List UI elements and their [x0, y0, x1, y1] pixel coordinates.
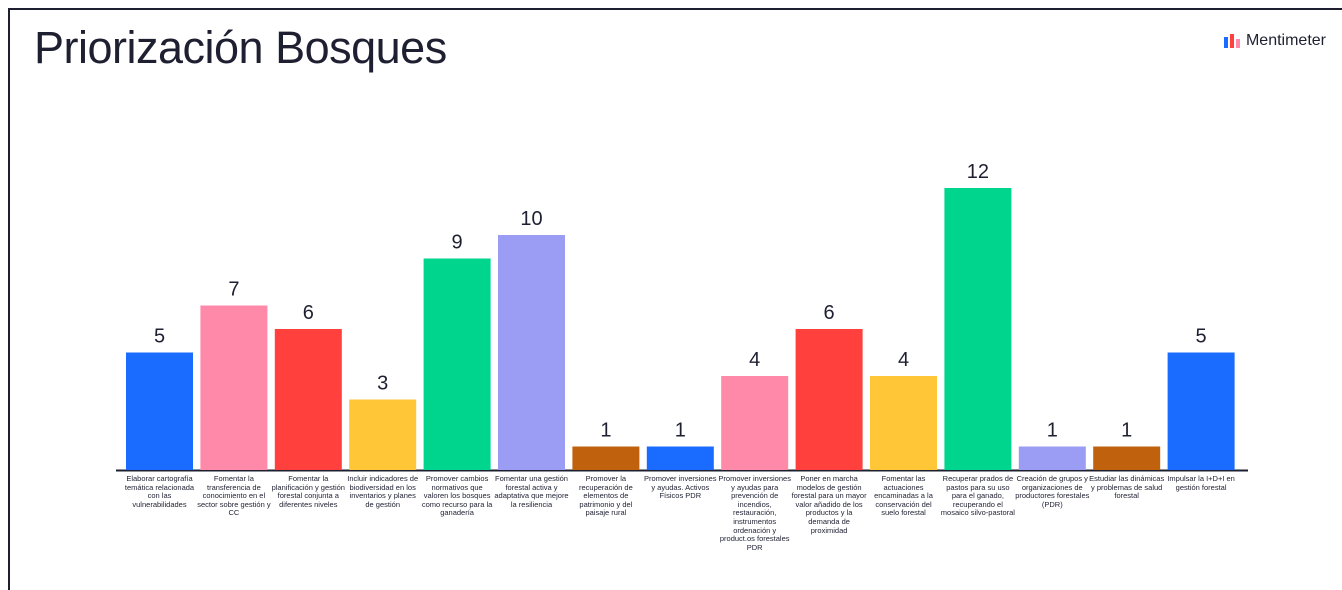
bar — [721, 376, 789, 470]
bar — [572, 446, 640, 470]
brand-name: Mentimeter — [1245, 32, 1326, 49]
data-label: 4 — [898, 349, 909, 371]
category-label: Promover cambios normativos que valoren … — [421, 474, 493, 518]
bar — [349, 399, 417, 470]
bar — [1018, 446, 1086, 470]
category-label: Estudiar las dinámicas y problemas de sa… — [1089, 474, 1165, 501]
bar — [1167, 352, 1235, 470]
data-label: 6 — [824, 302, 835, 324]
data-label: 7 — [228, 279, 239, 301]
bar — [944, 188, 1012, 470]
data-label: 1 — [675, 420, 686, 442]
category-label: Promover inversiones y ayudas para preve… — [718, 474, 791, 552]
bar — [795, 329, 863, 470]
page-title: Priorización Bosques — [34, 22, 447, 73]
bar — [870, 376, 937, 470]
data-label: 12 — [967, 161, 989, 183]
category-label: Impulsar la I+D+I en gestión forestal — [1167, 474, 1235, 492]
category-label: Poner en marcha modelos de gestión fores… — [791, 474, 867, 535]
data-label: 10 — [520, 208, 542, 230]
bar — [1093, 446, 1161, 470]
data-label: 9 — [452, 232, 463, 254]
data-label: 5 — [154, 326, 165, 348]
data-label: 3 — [377, 373, 388, 395]
category-label: Recuperar prados de pastos para su uso p… — [940, 474, 1015, 518]
data-label: 5 — [1196, 326, 1207, 348]
data-label: 1 — [1121, 420, 1132, 442]
bar — [126, 352, 193, 470]
brand: Mentimeter — [1223, 32, 1326, 50]
category-label: Fomentar la planificación y gestión fore… — [271, 474, 345, 509]
bar — [646, 446, 714, 470]
category-label: Promover la recuperación de elementos de… — [578, 474, 633, 518]
mentimeter-logo-icon — [1223, 34, 1240, 48]
category-label: Fomentar las actuaciones encaminadas a l… — [874, 474, 933, 518]
category-label: Fomentar la transferencia de conocimient… — [197, 474, 271, 518]
slide-frame — [8, 8, 1342, 590]
bar — [200, 305, 268, 470]
bar — [498, 235, 565, 470]
category-label: Incluir indicadores de biodiversidad en … — [347, 474, 419, 509]
bar — [423, 258, 491, 470]
category-label: Promover inversiones y ayudas. Activos F… — [644, 474, 717, 501]
data-label: 1 — [1047, 420, 1058, 442]
category-label: Creación de grupos y organizaciones de p… — [1015, 474, 1090, 509]
category-label: Elaborar cartografía temática relacionad… — [124, 474, 195, 509]
bar — [274, 329, 342, 470]
data-label: 6 — [303, 302, 314, 324]
data-label: 1 — [600, 420, 611, 442]
category-label: Fomentar una gestión forestal activa y a… — [494, 474, 569, 509]
data-label: 4 — [749, 349, 760, 371]
